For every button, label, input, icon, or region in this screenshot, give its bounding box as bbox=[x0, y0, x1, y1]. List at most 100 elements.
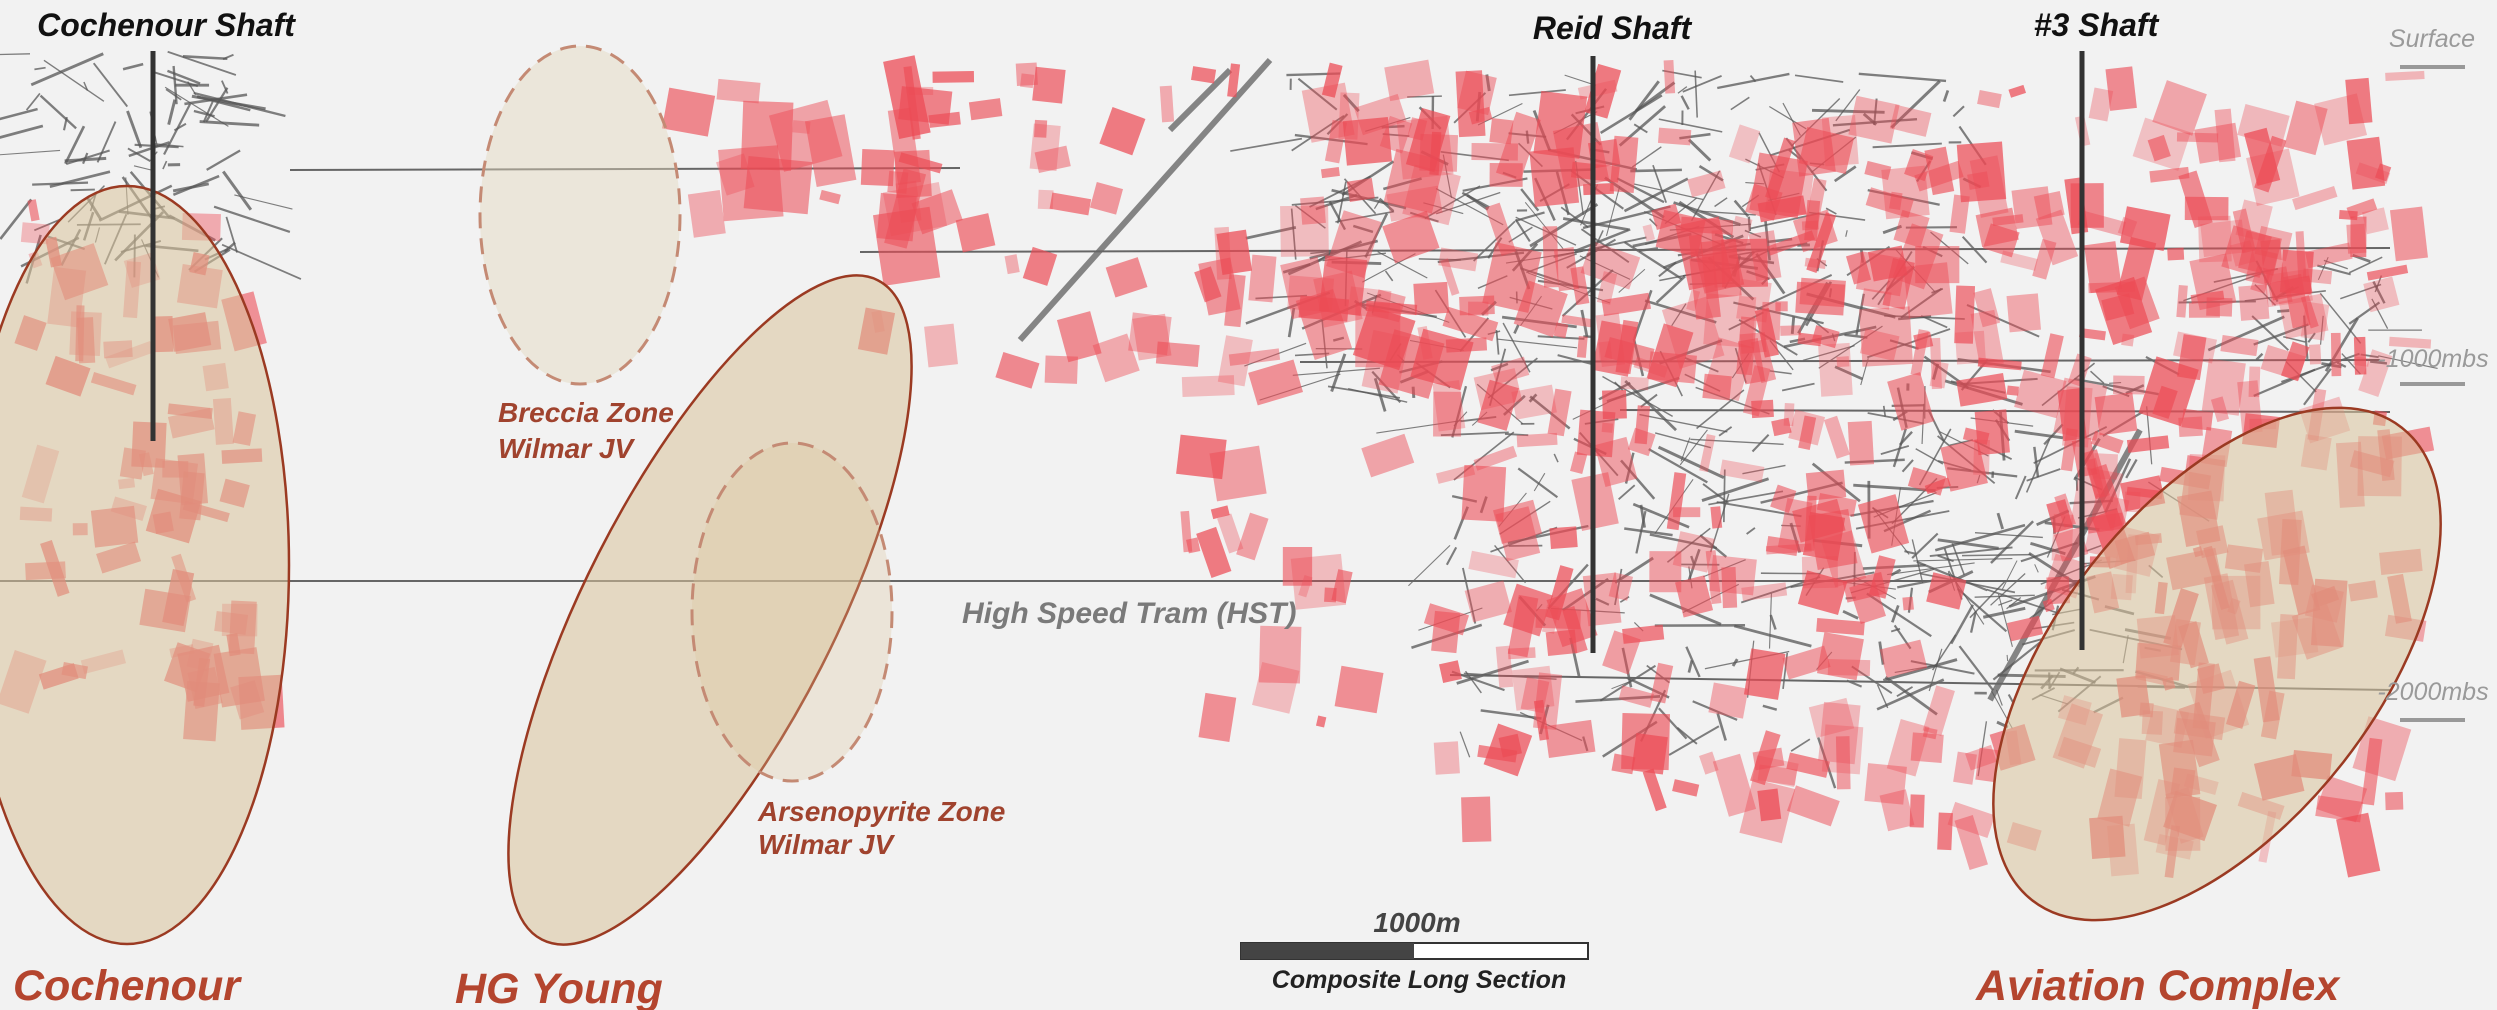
ore-block bbox=[1182, 375, 1235, 397]
ore-block bbox=[1658, 128, 1691, 146]
ore-block bbox=[1446, 337, 1487, 352]
ore-block bbox=[1673, 507, 1700, 517]
area-label: HG Young bbox=[455, 965, 663, 1010]
ore-block bbox=[1461, 797, 1491, 843]
ore-block bbox=[2385, 792, 2403, 810]
ore-block bbox=[1343, 117, 1392, 166]
ore-block bbox=[1817, 632, 1864, 680]
ore-block bbox=[1439, 660, 1462, 683]
ore-block bbox=[717, 79, 761, 103]
ore-block bbox=[2390, 207, 2428, 262]
arsenopyrite-zone bbox=[692, 443, 892, 781]
ore-block bbox=[1765, 169, 1813, 216]
depth-label: -2000mbs bbox=[2377, 678, 2488, 706]
breccia-zone bbox=[480, 46, 680, 384]
ore-block bbox=[1818, 343, 1853, 397]
ore-block bbox=[1784, 403, 1795, 426]
ore-block bbox=[1744, 648, 1785, 699]
ore-block bbox=[1664, 60, 1675, 94]
ore-block bbox=[2331, 333, 2341, 376]
ore-block bbox=[1517, 433, 1558, 447]
ore-block bbox=[1708, 683, 1748, 719]
zone-owner: Wilmar JV bbox=[758, 829, 895, 860]
ore-block bbox=[1433, 392, 1461, 437]
ore-block bbox=[2113, 376, 2145, 395]
ore-block bbox=[1543, 226, 1559, 287]
ore-block bbox=[2105, 66, 2136, 110]
ore-block bbox=[1533, 91, 1587, 159]
ore-block bbox=[932, 71, 974, 83]
ore-block bbox=[1160, 86, 1174, 123]
ore-block bbox=[1792, 118, 1836, 177]
ore-block bbox=[2339, 210, 2358, 220]
hst-label: High Speed Tram (HST) bbox=[962, 597, 1296, 630]
ore-block bbox=[1902, 597, 1914, 611]
scale-caption: Composite Long Section bbox=[1272, 966, 1566, 994]
zone-label: Arsenopyrite Zone bbox=[757, 796, 1005, 827]
ore-block bbox=[1955, 331, 1986, 365]
ore-block bbox=[2345, 78, 2372, 124]
ore-block bbox=[662, 88, 715, 137]
ore-block bbox=[861, 149, 895, 186]
ore-block bbox=[1020, 73, 1034, 88]
ore-block bbox=[1535, 609, 1580, 629]
zone-label: Breccia Zone bbox=[498, 397, 674, 428]
ore-block bbox=[1248, 255, 1276, 303]
ore-block bbox=[1620, 376, 1648, 390]
ore-block bbox=[1700, 239, 1741, 300]
area-label: Cochenour bbox=[13, 962, 242, 1010]
ore-block bbox=[2354, 337, 2367, 375]
ore-block bbox=[1836, 736, 1851, 789]
ore-block bbox=[1583, 183, 1614, 195]
ore-block bbox=[1045, 355, 1078, 383]
ore-block bbox=[1583, 573, 1622, 627]
ore-block bbox=[1546, 629, 1578, 656]
ore-block bbox=[1347, 178, 1375, 202]
scale-length: 1000m bbox=[1373, 907, 1460, 938]
ore-block bbox=[2194, 123, 2241, 164]
ore-block bbox=[1413, 282, 1449, 315]
ore-block bbox=[2167, 248, 2184, 261]
working bbox=[2007, 655, 2008, 661]
shaft-label: Cochenour Shaft bbox=[37, 7, 296, 43]
shaft-label: #3 Shaft bbox=[2034, 7, 2160, 43]
ore-block bbox=[1598, 341, 1612, 361]
ore-block bbox=[2007, 386, 2019, 396]
ore-block bbox=[1287, 275, 1334, 312]
ore-block bbox=[1975, 409, 2010, 455]
ore-block bbox=[1431, 611, 1460, 653]
ore-block bbox=[877, 193, 917, 242]
ore-block bbox=[1757, 789, 1781, 822]
ore-block bbox=[1903, 262, 1952, 318]
depth-label: Surface bbox=[2389, 25, 2475, 53]
ore-block bbox=[1132, 314, 1171, 361]
ore-block bbox=[924, 324, 958, 368]
ore-block bbox=[2007, 293, 2041, 332]
ore-block bbox=[1702, 374, 1732, 401]
ore-block bbox=[1512, 666, 1555, 711]
ore-block bbox=[1549, 526, 1577, 549]
ore-block bbox=[2309, 344, 2321, 364]
ore-block bbox=[1176, 435, 1227, 480]
long-section: Cochenour Shaft Reid Shaft #3 Shaft Surf… bbox=[0, 0, 2497, 1010]
ore-block bbox=[1710, 506, 1722, 528]
ore-block bbox=[2206, 297, 2232, 316]
ore-block bbox=[1545, 720, 1596, 758]
depth-label: -1000mbs bbox=[2377, 345, 2488, 373]
ore-block bbox=[1032, 67, 1065, 104]
ore-block bbox=[1300, 197, 1326, 225]
scale-bar-fill bbox=[1241, 943, 1414, 959]
ore-block bbox=[2052, 514, 2074, 561]
ore-block bbox=[1803, 512, 1845, 561]
ore-block bbox=[2280, 250, 2314, 295]
working bbox=[71, 190, 95, 191]
ore-block bbox=[1283, 547, 1312, 586]
area-label: Aviation Complex bbox=[1975, 962, 2341, 1010]
working bbox=[1630, 170, 1682, 171]
ore-block bbox=[1751, 400, 1774, 418]
ore-block bbox=[909, 87, 933, 95]
ore-block bbox=[1780, 325, 1801, 336]
ore-block bbox=[1859, 306, 1913, 366]
ore-block bbox=[1577, 410, 1616, 458]
ore-block bbox=[2124, 492, 2140, 513]
